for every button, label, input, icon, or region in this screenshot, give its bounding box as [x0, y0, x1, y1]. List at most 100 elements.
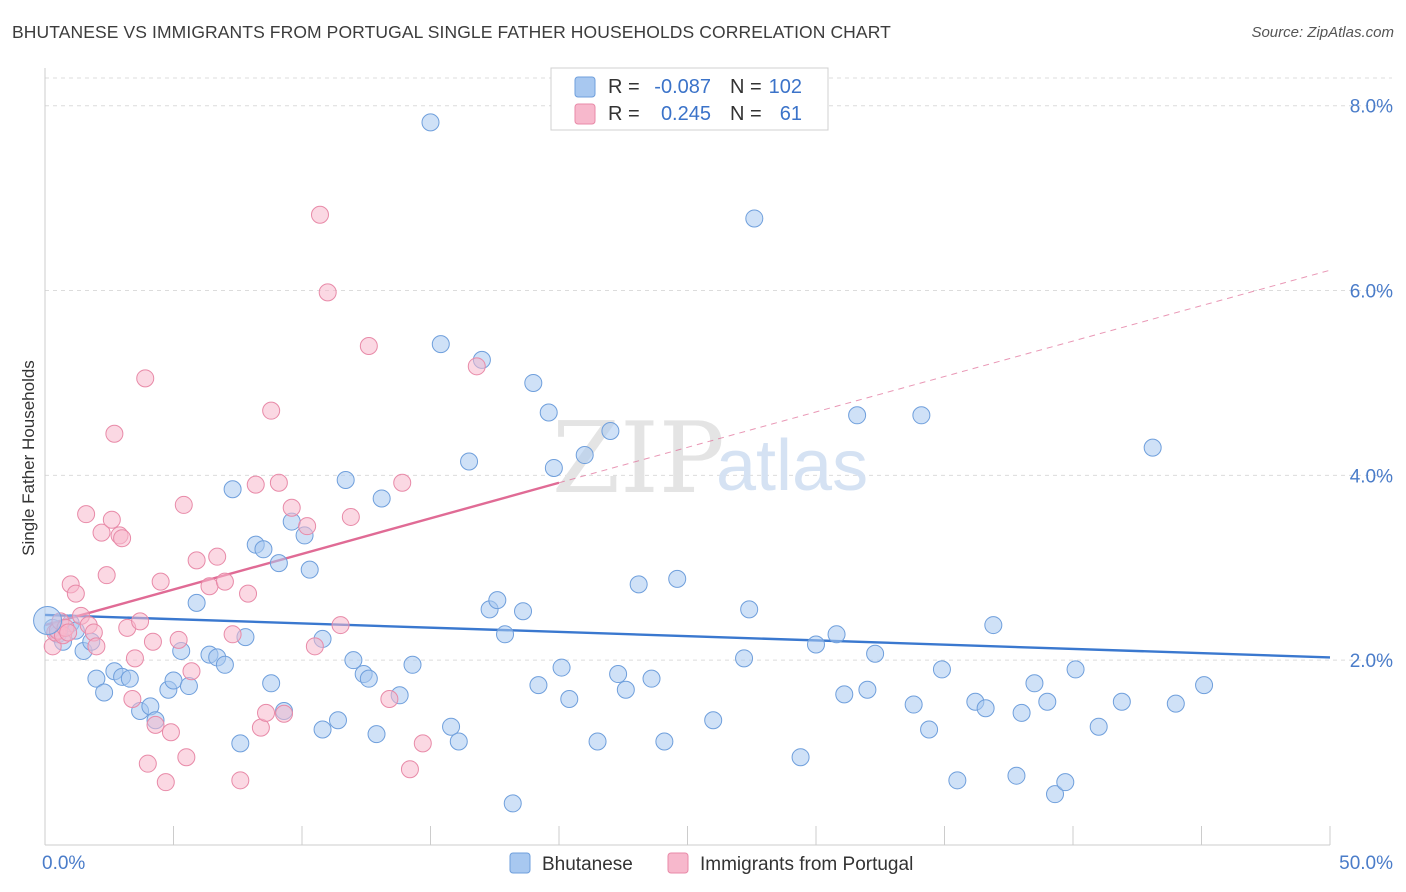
- point-bhutanese: [1056, 773, 1075, 792]
- data-points: [33, 113, 1214, 813]
- point-portugal: [262, 401, 281, 420]
- point-bhutanese: [1195, 676, 1214, 695]
- point-portugal: [146, 715, 165, 734]
- legend-swatch-bhutanese: [574, 76, 596, 98]
- axes: [44, 68, 1331, 846]
- point-bhutanese: [95, 683, 114, 702]
- point-bhutanese: [503, 794, 522, 813]
- trendline-extension-portugal: [558, 269, 1331, 484]
- watermark: ZIP atlas: [552, 402, 868, 516]
- point-bhutanese: [791, 748, 810, 767]
- point-portugal: [231, 771, 250, 790]
- point-portugal: [97, 566, 116, 585]
- point-bhutanese: [948, 771, 967, 790]
- point-portugal: [123, 689, 142, 708]
- point-bhutanese: [1166, 694, 1185, 713]
- point-bhutanese: [616, 680, 635, 699]
- trendlines: [44, 269, 1331, 659]
- bottom-legend-swatch-portugal: [667, 852, 689, 874]
- point-portugal: [59, 623, 78, 642]
- chart-source: Source: ZipAtlas.com: [1251, 24, 1394, 41]
- point-bhutanese: [215, 655, 234, 674]
- point-portugal: [151, 572, 170, 591]
- point-portugal: [298, 517, 317, 536]
- legend-n-label: N =: [730, 76, 762, 98]
- point-portugal: [187, 551, 206, 570]
- point-bhutanese: [496, 625, 515, 644]
- bottom-legend: Bhutanese Immigrants from Portugal: [509, 852, 913, 875]
- point-bhutanese: [1112, 692, 1131, 711]
- point-bhutanese: [460, 452, 479, 471]
- point-bhutanese: [858, 680, 877, 699]
- point-bhutanese: [642, 669, 661, 688]
- point-portugal: [393, 473, 412, 492]
- point-bhutanese: [835, 685, 854, 704]
- point-bhutanese: [488, 591, 507, 610]
- point-bhutanese: [1066, 660, 1085, 679]
- point-bhutanese: [403, 655, 422, 674]
- legend-n-value: 61: [780, 103, 802, 125]
- watermark-atlas: atlas: [716, 426, 868, 506]
- point-bhutanese: [179, 677, 198, 696]
- trendline-bhutanese: [44, 613, 1331, 659]
- point-portugal: [92, 523, 111, 542]
- point-bhutanese: [164, 671, 183, 690]
- point-bhutanese: [367, 725, 386, 744]
- point-bhutanese: [328, 711, 347, 730]
- point-bhutanese: [372, 489, 391, 508]
- x-tick-labels: 0.0% 50.0%: [42, 853, 1393, 874]
- point-bhutanese: [984, 616, 1003, 635]
- point-bhutanese: [1046, 785, 1065, 804]
- gridlines: [45, 77, 1392, 661]
- point-portugal: [400, 760, 419, 779]
- point-portugal: [161, 723, 180, 742]
- point-bhutanese: [529, 676, 548, 695]
- point-portugal: [77, 505, 96, 524]
- y-tick-label: 8.0%: [1350, 97, 1393, 118]
- point-bhutanese: [262, 674, 281, 693]
- point-portugal: [177, 748, 196, 767]
- point-portugal: [87, 637, 106, 656]
- point-bhutanese: [1089, 717, 1108, 736]
- point-bhutanese: [300, 560, 319, 579]
- point-bhutanese: [1007, 766, 1026, 785]
- point-bhutanese: [269, 554, 288, 573]
- top-legend: R = -0.087 N = 102 R = 0.245 N = 61: [550, 67, 829, 131]
- legend-r-label: R =: [608, 103, 640, 125]
- point-portugal: [113, 529, 132, 548]
- legend-n-value: 102: [769, 76, 802, 98]
- point-bhutanese: [539, 403, 558, 422]
- point-bhutanese: [807, 635, 825, 654]
- point-portugal: [143, 632, 162, 651]
- point-bhutanese: [655, 732, 674, 751]
- point-portugal: [125, 649, 144, 668]
- point-bhutanese: [524, 373, 543, 392]
- point-bhutanese: [449, 732, 468, 751]
- point-portugal: [275, 704, 294, 723]
- point-bhutanese: [601, 422, 620, 441]
- point-portugal: [208, 547, 227, 566]
- point-portugal: [359, 336, 378, 355]
- point-bhutanese: [87, 669, 106, 688]
- point-portugal: [156, 773, 175, 792]
- point-bhutanese: [187, 593, 206, 612]
- point-bhutanese: [1038, 692, 1057, 711]
- point-bhutanese: [421, 113, 440, 132]
- point-bhutanese: [735, 649, 754, 668]
- point-portugal: [102, 510, 121, 529]
- point-portugal: [200, 577, 219, 596]
- point-bhutanese: [254, 540, 273, 559]
- legend-r-value: -0.087: [654, 76, 711, 98]
- point-portugal: [282, 498, 301, 517]
- point-bhutanese: [704, 711, 723, 730]
- point-portugal: [341, 507, 360, 526]
- point-bhutanese: [514, 602, 533, 621]
- point-bhutanese: [344, 651, 363, 670]
- point-portugal: [331, 616, 350, 635]
- point-bhutanese: [313, 720, 332, 739]
- point-portugal: [131, 612, 150, 631]
- point-bhutanese: [866, 644, 885, 663]
- point-portugal: [105, 424, 124, 443]
- point-bhutanese: [848, 406, 867, 425]
